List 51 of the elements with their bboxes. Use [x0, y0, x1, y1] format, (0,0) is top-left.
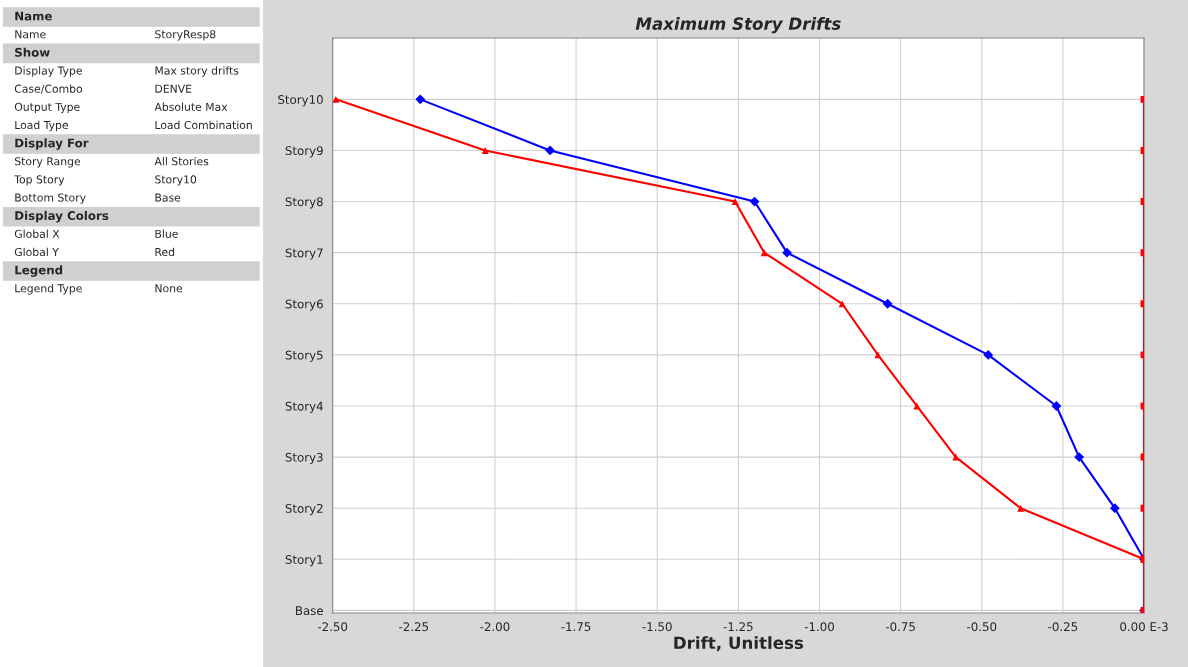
- y-tick-label: Story9: [285, 146, 323, 158]
- x-tick-label: 0.00 E-3: [1120, 622, 1168, 632]
- y-tick-label: Story3: [285, 452, 323, 465]
- text: Story Range: [14, 157, 81, 168]
- text: Top Story: [14, 175, 65, 186]
- x-tick-label: -0.50: [967, 622, 997, 632]
- chart-title: Maximum Story Drifts: [635, 17, 841, 34]
- text: DENVE: [155, 84, 192, 93]
- x-tick-label: -1.75: [561, 622, 591, 632]
- y-tick-label: Story8: [285, 197, 323, 209]
- text: StoryResp8: [155, 30, 216, 41]
- y-tick-label: Story4: [285, 401, 323, 413]
- x-tick-label: -1.50: [642, 622, 672, 632]
- x-tick-label: -0.75: [885, 622, 915, 632]
- x-tick-label: -2.25: [399, 622, 429, 632]
- text: Name: [15, 11, 52, 21]
- x-tick-label: -1.25: [723, 622, 753, 632]
- text: Name: [15, 30, 46, 39]
- x-tick-label: -0.25: [1048, 622, 1078, 632]
- text: None: [155, 284, 183, 293]
- text: Display For: [15, 138, 89, 150]
- text: Red: [155, 247, 175, 257]
- y-tick-label: Story2: [285, 503, 323, 516]
- text: Bottom Story: [15, 193, 86, 204]
- text: Load Type: [15, 120, 68, 132]
- text: Blue: [155, 229, 178, 238]
- text: Legend Type: [15, 283, 82, 295]
- x-tick-label: -2.50: [317, 622, 348, 632]
- text: Global Y: [14, 247, 59, 257]
- text: Display Type: [15, 66, 82, 77]
- y-tick-label: Story10: [278, 95, 323, 107]
- x-tick-label: -2.00: [480, 622, 510, 632]
- y-tick-label: Story6: [285, 299, 323, 311]
- x-axis-title: Drift, Unitless: [674, 636, 804, 652]
- text: Show: [15, 47, 50, 57]
- y-tick-label: Story5: [285, 350, 323, 362]
- x-tick-label: -1.00: [804, 622, 834, 632]
- text: Load Combination: [155, 120, 252, 130]
- text: Global X: [14, 229, 60, 238]
- text: Output Type: [14, 102, 80, 114]
- text: Legend: [15, 265, 63, 277]
- text: Display Colors: [15, 210, 109, 223]
- y-tick-label: Story1: [285, 555, 323, 567]
- y-tick-label: Base: [296, 606, 323, 616]
- text: Story10: [155, 175, 197, 186]
- text: Absolute Max: [154, 102, 228, 111]
- text: Case/Combo: [14, 84, 83, 94]
- text: Base: [155, 193, 181, 202]
- text: All Stories: [154, 156, 209, 166]
- y-tick-label: Story7: [285, 248, 323, 260]
- text: Max story drifts: [155, 66, 239, 77]
